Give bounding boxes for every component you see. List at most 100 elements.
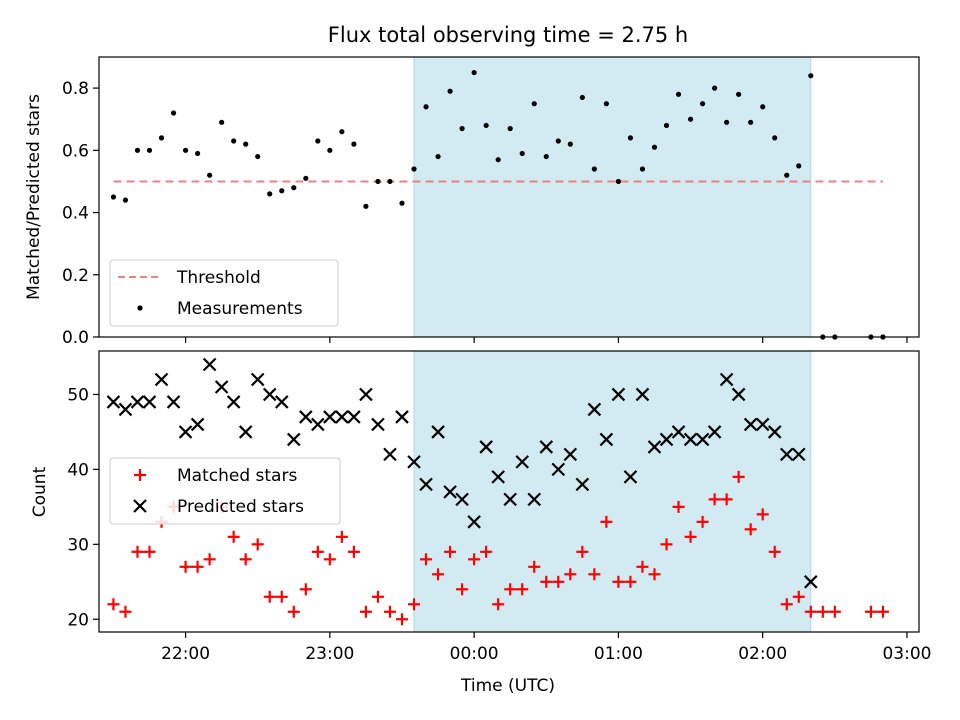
measurement-point: [651, 144, 658, 150]
shaded-interval: [413, 56, 812, 338]
predicted-star-marker: [142, 395, 157, 409]
measurement-points: [110, 69, 886, 340]
measurement-point: [627, 135, 634, 141]
matched-star-marker: [708, 493, 721, 506]
measurement-point: [736, 91, 742, 97]
measurement-point: [146, 147, 153, 153]
predicted-star-marker: [587, 402, 602, 417]
x-tick-label: 03:00: [882, 644, 931, 664]
measurement-point: [339, 129, 345, 135]
predicted-legend-swatch: [133, 499, 147, 513]
measurement-point: [591, 166, 597, 172]
matched-star-marker: [287, 605, 300, 618]
measurement-point: [291, 185, 297, 191]
predicted-star-marker: [575, 477, 590, 492]
predicted-star-marker: [154, 372, 169, 387]
measurement-point: [459, 125, 465, 132]
predicted-star-marker: [371, 417, 385, 432]
measurement-point: [423, 104, 429, 110]
measurement-point: [483, 122, 489, 129]
matched-star-marker: [179, 560, 192, 573]
top-panel: Flux total observing time = 2.75 h 0.00.…: [24, 23, 920, 348]
observing-window-shade-bottom: [413, 350, 812, 633]
predicted-star-marker: [250, 372, 265, 387]
matched-star-marker: [528, 560, 541, 573]
measurement-point: [796, 163, 802, 169]
matched-star-marker: [131, 545, 144, 558]
matched-star-marker: [792, 590, 805, 603]
top-legend: Threshold Measurements: [109, 259, 339, 327]
predicted-star-marker: [551, 462, 566, 477]
predicted-star-marker: [407, 455, 421, 469]
predicted-star-marker: [238, 425, 253, 439]
predicted-star-marker: [431, 425, 445, 439]
measurements-legend-swatch: [137, 305, 143, 311]
matched-star-marker: [468, 553, 481, 566]
matched-star-marker: [107, 598, 120, 611]
predicted-star-marker: [455, 492, 469, 507]
measurement-point: [243, 141, 249, 147]
predicted-star-marker: [323, 410, 337, 424]
measurement-point: [194, 150, 201, 157]
y-tick-label: 0.0: [62, 328, 89, 348]
top-legend-box: [109, 259, 339, 327]
measurement-point: [748, 119, 754, 125]
matched-star-marker: [756, 508, 769, 521]
predicted-star-marker: [635, 387, 650, 402]
measurement-point: [170, 110, 177, 116]
predicted-star-marker: [106, 395, 121, 409]
measurement-point: [519, 150, 525, 157]
matched-star-marker: [504, 583, 517, 596]
matched-star-marker: [359, 605, 372, 618]
predicted-star-marker: [287, 432, 301, 447]
measurement-point: [603, 101, 609, 107]
measurement-point: [363, 203, 369, 209]
matched-star-marker: [684, 530, 697, 543]
predicted-star-marker: [731, 387, 746, 402]
y-tick-label: 30: [67, 535, 89, 555]
matched-star-marker: [876, 605, 889, 618]
measurement-point: [158, 135, 165, 141]
matched-star-marker: [432, 568, 445, 581]
predicted-star-marker: [647, 440, 662, 454]
observing-window-shade-top: [413, 56, 812, 338]
measurement-point: [447, 88, 453, 94]
x-tick-label: 01:00: [594, 644, 643, 664]
matched-star-marker: [696, 515, 709, 528]
matched-legend-label: Matched stars: [177, 466, 297, 486]
predicted-star-marker: [623, 470, 638, 484]
predicted-star-marker: [671, 425, 686, 439]
predicted-star-marker: [539, 440, 554, 454]
predicted-star-marker: [202, 357, 217, 372]
matched-star-marker: [816, 605, 829, 618]
measurement-point: [724, 119, 730, 125]
predicted-star-marker: [178, 425, 193, 439]
matched-star-marker: [648, 568, 661, 581]
y-tick-label: 0.2: [62, 266, 89, 286]
y-tick-label: 0.6: [62, 141, 89, 161]
predicted-stars-points: [106, 357, 818, 589]
matched-star-marker: [864, 605, 877, 618]
bottom-x-ticks: 22:00 23:00 00:00 01:00 02:00 03:00: [161, 632, 931, 664]
predicted-star-marker: [359, 387, 373, 402]
predicted-star-marker: [467, 515, 481, 529]
predicted-star-marker: [262, 387, 277, 402]
predicted-star-marker: [779, 447, 794, 462]
measurement-point: [375, 178, 381, 185]
y-tick-label: 50: [67, 385, 89, 405]
measurement-point: [303, 175, 309, 181]
predicted-star-marker: [166, 395, 181, 409]
matched-star-marker: [347, 545, 360, 558]
matched-star-marker: [552, 575, 565, 588]
predicted-star-marker: [791, 447, 806, 462]
predicted-star-marker: [335, 410, 349, 424]
measurement-point: [399, 200, 405, 206]
measurement-point: [675, 91, 682, 97]
predicted-star-marker: [599, 432, 614, 447]
predicted-star-marker: [659, 432, 674, 447]
measurement-point: [315, 138, 321, 144]
matched-star-marker: [444, 545, 457, 558]
y-tick-label: 40: [67, 460, 89, 480]
measurement-point: [712, 85, 718, 91]
